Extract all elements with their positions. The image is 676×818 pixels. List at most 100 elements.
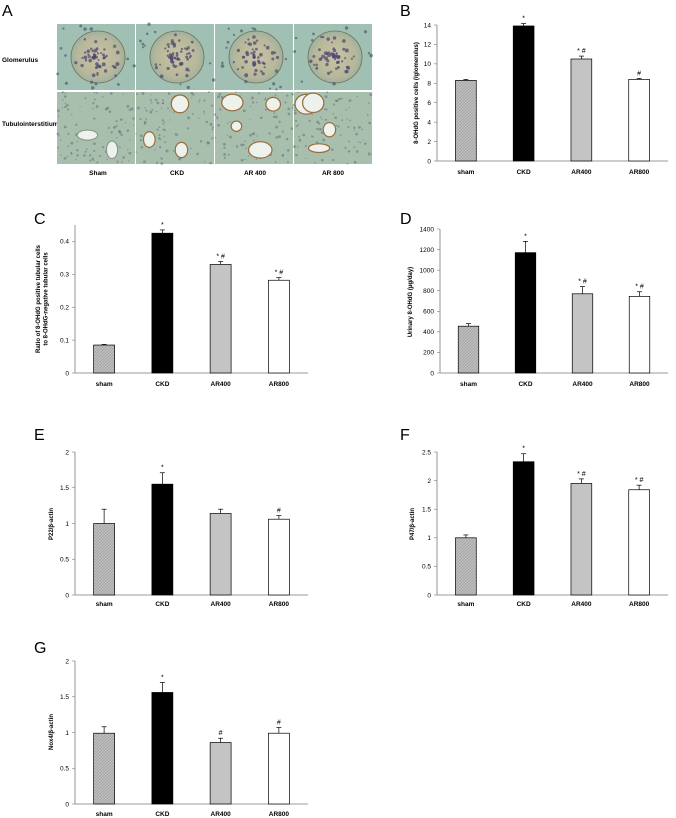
bar-ar400: [209, 264, 232, 374]
micrograph-tile: [293, 24, 373, 90]
y-tick-label: 1.5: [60, 694, 69, 701]
y-tick-label: 12: [424, 42, 432, 49]
bar-ar800: [268, 732, 290, 805]
chart-e: E 0 0.5 1 1.5 2 P22/β-actin sham * CKD AR400 # AR800: [34, 427, 308, 608]
column-label-ar400: AR 400: [244, 170, 266, 177]
bar-ckd: [512, 461, 535, 596]
y-axis-label: P22/β-actin: [49, 508, 55, 540]
category-label: AR400: [572, 381, 593, 388]
significance-marker: * #: [578, 279, 587, 286]
y-tick-label: 200: [423, 350, 434, 357]
micrograph-tile: [56, 91, 135, 164]
significance-marker: * #: [216, 254, 225, 261]
bar-ar800: [268, 518, 290, 596]
significance-marker: *: [161, 674, 164, 681]
y-tick-label: 1200: [420, 247, 435, 254]
column-label-sham: Sham: [89, 170, 107, 177]
category-label: AR800: [629, 381, 650, 388]
y-tick-label: 2: [427, 139, 431, 146]
category-label: AR400: [571, 169, 592, 176]
category-label: AR400: [211, 601, 232, 608]
chart-c: C 0 0.1 0.2 0.3 0.4 Ratio of 8-OHdG positive t…: [34, 211, 308, 388]
y-axis-label: 8-OHdG positive cells (/glomerulus): [414, 42, 420, 144]
y-tick-label: 1.5: [60, 485, 69, 492]
bar-ar800: [628, 489, 650, 596]
y-tick-label: 0.1: [60, 337, 69, 344]
significance-marker: * #: [635, 477, 644, 484]
y-tick-label: 14: [424, 22, 432, 29]
y-tick-label: 2: [65, 449, 69, 456]
category-label: AR400: [571, 601, 592, 608]
micrograph-grid: [56, 22, 373, 165]
category-label: sham: [96, 601, 113, 608]
significance-marker: *: [161, 222, 164, 229]
category-label: sham: [460, 381, 477, 388]
category-label: CKD: [518, 381, 532, 388]
y-axis-label: Nox4/β-actin: [49, 714, 55, 750]
y-tick-label: 0.2: [60, 305, 69, 312]
y-tick-label: 0.5: [60, 557, 69, 564]
y-tick-label: 0: [427, 592, 431, 599]
category-label: AR400: [211, 381, 232, 388]
significance-marker: #: [637, 70, 641, 77]
bar-ckd: [512, 25, 535, 162]
y-tick-label: 1400: [420, 226, 435, 233]
y-axis-label: Ratio of 8-OHdG positive tubular cells to…: [36, 244, 50, 353]
y-tick-label: 2: [65, 658, 69, 665]
y-tick-label: 0.5: [60, 766, 69, 773]
significance-marker: * #: [577, 471, 586, 478]
y-tick-label: 0: [430, 370, 434, 377]
panel-letter-f: F: [400, 427, 410, 444]
category-label: CKD: [155, 601, 169, 608]
y-tick-label: 8: [427, 81, 431, 88]
category-label: AR800: [269, 381, 290, 388]
bar-ar400: [570, 58, 593, 162]
category-label: sham: [457, 601, 474, 608]
significance-marker: *: [161, 465, 164, 472]
category-label: AR800: [629, 169, 650, 176]
y-tick-label: 0: [65, 801, 69, 808]
significance-marker: * #: [275, 270, 284, 277]
category-label: AR800: [269, 601, 290, 608]
panel-letter-a: A: [2, 3, 13, 20]
category-label: CKD: [155, 811, 169, 818]
bar-sham: [455, 537, 477, 596]
bar-ar400: [209, 742, 232, 805]
row-label-tubulointerstitium: Tubulointerstitium: [2, 121, 59, 128]
bar-ar800: [268, 279, 290, 374]
chart-f: F 0 0.5 1 1.5 2 2.5 P47/β-actin sham * CKD * # AR400…: [400, 427, 668, 608]
micrograph-tile: [136, 22, 216, 90]
y-tick-label: 0.3: [60, 272, 69, 279]
bar-sham: [455, 80, 477, 162]
bar-ckd: [151, 692, 174, 805]
y-tick-label: 800: [423, 288, 434, 295]
micrograph-tile: [56, 24, 136, 90]
bar-ckd: [151, 483, 174, 596]
bar-ar800: [628, 79, 650, 162]
category-label: CKD: [155, 381, 169, 388]
y-tick-label: 2.5: [422, 449, 431, 456]
micrograph-tile: [292, 91, 373, 165]
y-tick-label: 0: [65, 592, 69, 599]
bar-sham: [93, 732, 115, 805]
panel-letter-d: D: [400, 211, 412, 228]
category-label: CKD: [517, 169, 531, 176]
y-tick-label: 400: [423, 329, 434, 336]
y-axis-label: P47/β-actin: [410, 508, 416, 540]
y-tick-label: 1: [65, 730, 69, 737]
significance-marker: #: [219, 730, 223, 737]
category-label: AR400: [211, 811, 232, 818]
panel-a: A Glomerulus Tubulointerstitium Sham CKD…: [2, 3, 373, 177]
significance-marker: * #: [635, 284, 644, 291]
significance-marker: #: [277, 508, 281, 515]
bar-sham: [93, 523, 115, 596]
panel-letter-c: C: [34, 211, 46, 228]
row-label-glomerulus: Glomerulus: [2, 57, 39, 64]
chart-d: D 0 200 400 600 800 1000 1200 1400 Urinary 8-OHdG…: [400, 211, 668, 388]
column-label-ckd: CKD: [170, 170, 184, 177]
y-tick-label: 1000: [420, 267, 435, 274]
significance-marker: * #: [577, 48, 586, 55]
category-label: AR800: [269, 811, 290, 818]
